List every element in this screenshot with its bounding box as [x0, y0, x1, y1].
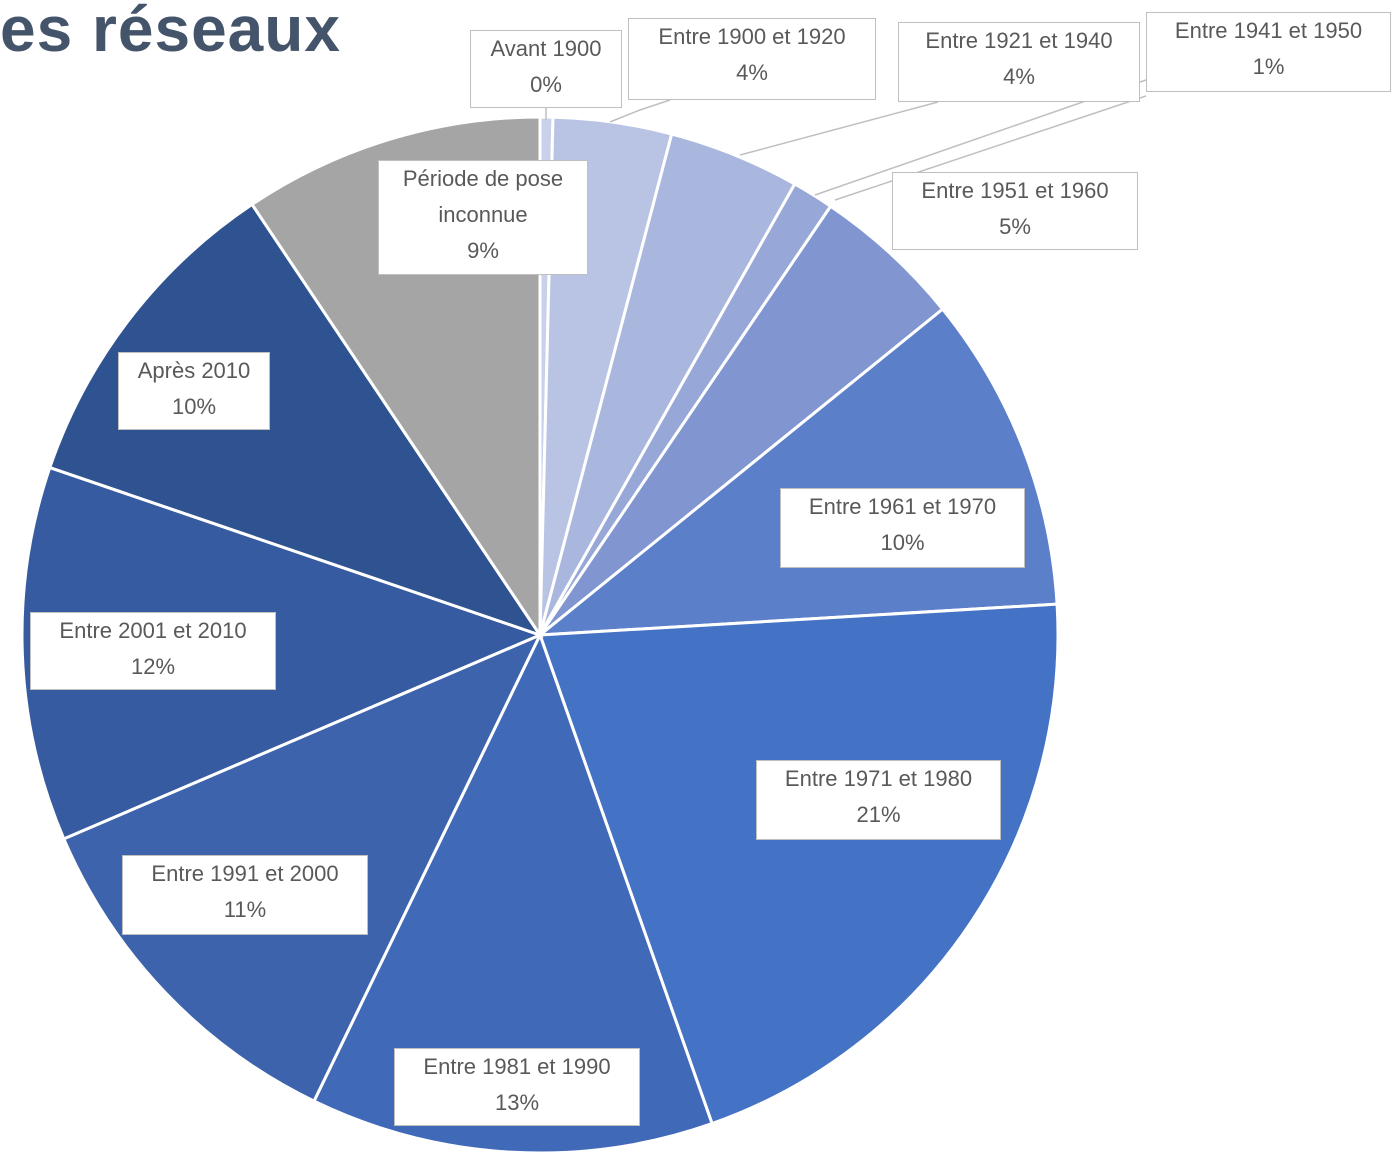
label-value: 10% — [171, 394, 217, 419]
label-value: 0% — [530, 72, 562, 97]
label-category: Entre 1991 et 2000 — [151, 861, 339, 886]
label-value: 21% — [856, 802, 901, 827]
pie-slice — [537, 602, 1060, 1126]
label-value: 4% — [1003, 64, 1035, 89]
label-value: 5% — [999, 214, 1031, 239]
label-value: 13% — [494, 1090, 540, 1115]
data-label: Entre 1900 et 1920 4% — [628, 18, 876, 100]
pie-slice — [47, 202, 544, 638]
label-category: Entre 1941 et 1950 — [1174, 18, 1363, 43]
label-category: Après 2010 — [137, 358, 251, 383]
label-category: Entre 1921 et 1940 — [925, 28, 1113, 53]
label-category: Période de pose inconnue — [402, 166, 564, 227]
pie-slice — [538, 204, 945, 637]
data-label: Entre 1921 et 1940 4% — [898, 22, 1140, 102]
label-value: 10% — [880, 530, 925, 555]
label-category: Entre 1971 et 1980 — [784, 766, 973, 791]
pie-slice — [20, 465, 545, 841]
data-label: Entre 1961 et 1970 10% — [780, 488, 1025, 568]
pie-slice — [311, 631, 714, 1155]
data-label: Après 2010 10% — [118, 352, 270, 430]
leader-line — [609, 99, 671, 123]
label-value: 11% — [223, 897, 267, 922]
label-category: Entre 1981 et 1990 — [423, 1054, 611, 1079]
data-label: Entre 1971 et 1980 21% — [756, 760, 1001, 840]
leader-line — [739, 101, 939, 156]
label-category: Avant 1900 — [490, 36, 602, 61]
data-label: Entre 1991 et 2000 11% — [122, 855, 368, 935]
label-category: Entre 1961 et 1970 — [808, 494, 997, 519]
label-category: Entre 1951 et 1960 — [921, 178, 1109, 203]
data-label: Avant 1900 0% — [470, 30, 622, 108]
data-label: Entre 1941 et 1950 1% — [1146, 12, 1391, 92]
data-label: Entre 1951 et 1960 5% — [892, 172, 1138, 250]
label-value: 9% — [467, 238, 499, 263]
label-value: 12% — [130, 654, 176, 679]
label-category: Entre 2001 et 2010 — [59, 618, 247, 643]
chart-title: es réseaux — [0, 0, 341, 65]
data-label: Période de pose inconnue 9% — [378, 160, 588, 275]
label-value: 4% — [736, 60, 768, 85]
label-value: 1% — [1252, 54, 1285, 79]
leader-line — [834, 95, 1147, 201]
label-category: Entre 1900 et 1920 — [658, 24, 846, 49]
data-label: Entre 2001 et 2010 12% — [30, 612, 276, 690]
data-label: Entre 1981 et 1990 13% — [394, 1048, 640, 1126]
